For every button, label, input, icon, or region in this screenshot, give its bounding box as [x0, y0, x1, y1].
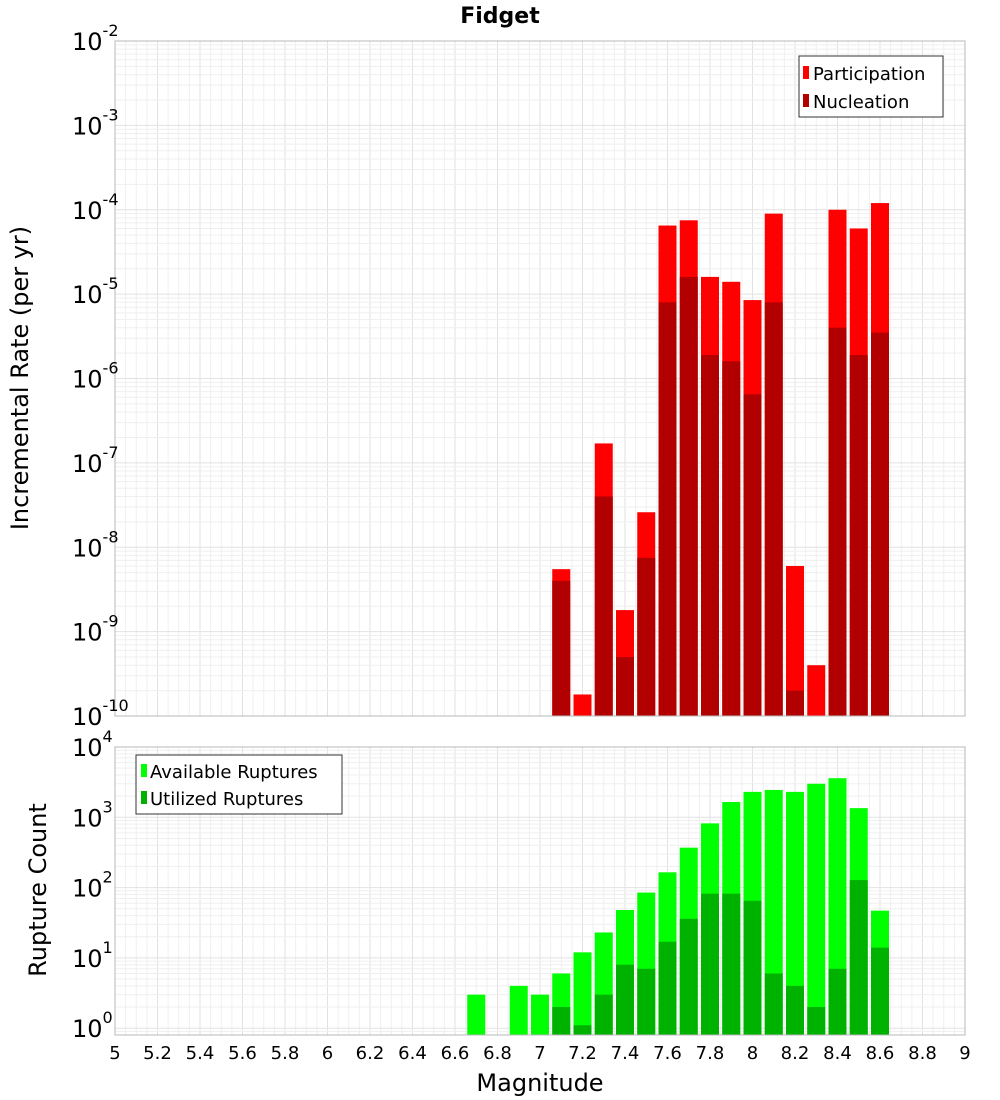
- bottom-bar-utilized-ruptures-7.3: [594, 994, 613, 1035]
- x-tick-label: 6.2: [356, 1043, 385, 1064]
- x-tick-label: 8.4: [823, 1043, 852, 1064]
- bottom-bar-utilized-ruptures-7.7: [679, 918, 698, 1035]
- bottom-bar-utilized-ruptures-8.3: [807, 1007, 826, 1035]
- top-y-tick-label: 10-3: [72, 105, 119, 140]
- top-y-tick-label: 10-9: [72, 612, 119, 647]
- bottom-bar-utilized-ruptures-7.5: [637, 968, 656, 1035]
- bottom-legend: Available Ruptures Utilized Ruptures: [135, 754, 343, 815]
- top-y-tick-label: 10-4: [72, 190, 119, 225]
- legend-swatch-nucleation: [803, 94, 809, 107]
- bottom-bar-utilized-ruptures-7.9: [722, 893, 741, 1035]
- bottom-bar-available-ruptures-6.9: [509, 985, 528, 1035]
- bottom-bar-utilized-ruptures-8.1: [764, 973, 783, 1035]
- top-bar-participation-8.3: [807, 665, 826, 716]
- x-tick-label: 8.6: [866, 1043, 895, 1064]
- bottom-y-axis-label: Rupture Count: [24, 803, 52, 977]
- top-bar-nucleation-8.1: [764, 302, 783, 716]
- bottom-y-tick-label: 101: [72, 938, 113, 973]
- top-bar-nucleation-8.5: [849, 354, 868, 716]
- top-bar-nucleation-7.1: [552, 580, 571, 716]
- top-bar-nucleation-7.8: [701, 354, 719, 716]
- top-y-tick-label: 10-5: [72, 274, 119, 309]
- x-tick-label: 8: [747, 1043, 758, 1064]
- x-tick-label: 5.6: [228, 1043, 257, 1064]
- x-tick-label: 6.8: [483, 1043, 512, 1064]
- top-bar-nucleation-7.6: [658, 302, 677, 716]
- bottom-bar-utilized-ruptures-8: [743, 900, 762, 1035]
- legend-swatch-participation: [803, 66, 809, 79]
- x-tick-label: 6: [322, 1043, 333, 1064]
- top-y-tick-label: 10-6: [72, 359, 119, 394]
- x-tick-label: 7.2: [568, 1043, 597, 1064]
- bottom-bar-available-ruptures-7: [531, 994, 549, 1035]
- bottom-y-tick-label: 100: [72, 1008, 113, 1043]
- top-legend: Participation Nucleation: [798, 55, 944, 118]
- top-bar-nucleation-8.2: [786, 690, 804, 716]
- top-bar-nucleation-8: [743, 394, 762, 716]
- bottom-bar-utilized-ruptures-7.1: [552, 1007, 571, 1035]
- top-bar-participation-8.2: [786, 565, 804, 716]
- legend-label-participation: Participation: [813, 64, 925, 85]
- top-bars: [552, 203, 889, 717]
- bottom-bar-utilized-ruptures-8.5: [849, 880, 868, 1035]
- top-y-ticks: 10-10 10-9 10-8 10-7 10-6 10-5 10-4 10-3 10-2: [72, 21, 129, 731]
- bottom-bar-available-ruptures-8.2: [786, 791, 804, 1035]
- x-tick-label: 5: [109, 1043, 120, 1064]
- top-plot-frame: [114, 40, 966, 717]
- bottom-y-tick-label: 102: [72, 868, 113, 903]
- top-y-tick-label: 10-10: [72, 696, 129, 731]
- legend-label-nucleation: Nucleation: [813, 92, 909, 113]
- bottom-bar-utilized-ruptures-8.2: [786, 985, 804, 1035]
- top-bar-nucleation-7.7: [679, 276, 698, 716]
- top-bar-nucleation-8.4: [828, 327, 847, 716]
- bottom-bars: [467, 778, 889, 1035]
- top-bar-participation-7.2: [573, 694, 592, 716]
- top-y-tick-label: 10-8: [72, 527, 119, 562]
- bottom-plot-frame: [114, 746, 966, 1036]
- x-tick-label: 9: [959, 1043, 970, 1064]
- bottom-bar-utilized-ruptures-8.6: [871, 947, 889, 1035]
- x-tick-label: 7.4: [611, 1043, 640, 1064]
- top-bar-nucleation-7.3: [594, 496, 613, 716]
- x-tick-label: 8.2: [781, 1043, 810, 1064]
- x-tick-label: 6.6: [441, 1043, 470, 1064]
- bottom-bar-available-ruptures-6.7: [467, 994, 486, 1035]
- chart-title: Fidget: [460, 4, 540, 29]
- x-tick-label: 8.8: [908, 1043, 937, 1064]
- bottom-bar-utilized-ruptures-7.6: [658, 941, 677, 1035]
- bottom-bar-available-ruptures-8.3: [807, 783, 826, 1035]
- x-tick-label: 5.2: [143, 1043, 172, 1064]
- top-grid: [114, 40, 966, 717]
- top-bar-nucleation-7.9: [722, 361, 741, 716]
- x-axis-label: Magnitude: [476, 1069, 603, 1097]
- bottom-y-ticks: 100 101 102 103 104: [72, 727, 113, 1043]
- bottom-bar-utilized-ruptures-7.2: [573, 1025, 592, 1035]
- x-tick-label: 5.8: [271, 1043, 300, 1064]
- top-y-axis-label: Incremental Rate (per yr): [6, 226, 34, 530]
- top-bar-nucleation-7.5: [637, 557, 656, 716]
- x-tick-label: 6.4: [398, 1043, 427, 1064]
- legend-label-utilized: Utilized Ruptures: [150, 789, 303, 810]
- bottom-y-tick-label: 104: [72, 727, 113, 762]
- x-tick-label: 7: [534, 1043, 545, 1064]
- legend-label-available: Available Ruptures: [150, 762, 318, 783]
- bottom-bar-utilized-ruptures-7.4: [616, 964, 634, 1035]
- legend-swatch-available: [141, 764, 147, 777]
- top-bar-nucleation-8.6: [871, 332, 889, 716]
- x-tick-label: 7.6: [653, 1043, 682, 1064]
- bottom-y-tick-label: 103: [72, 797, 113, 832]
- bottom-bar-utilized-ruptures-7.8: [701, 893, 719, 1035]
- top-y-tick-label: 10-2: [72, 21, 119, 56]
- top-chart: 10-10 10-9 10-8 10-7 10-6 10-5 10-4 10-3 10-2: [72, 21, 966, 731]
- bottom-bar-available-ruptures-7.2: [573, 952, 592, 1035]
- x-ticks: 5 5.2 5.4 5.6 5.8 6 6.2 6.4 6.6 6.8 7 7.2 7.4 7.6 7.8 8…: [109, 1043, 970, 1064]
- legend-swatch-utilized: [141, 791, 147, 804]
- bottom-bar-utilized-ruptures-8.4: [828, 968, 847, 1035]
- x-tick-label: 7.8: [696, 1043, 725, 1064]
- x-tick-label: 5.4: [186, 1043, 215, 1064]
- top-bar-nucleation-7.4: [616, 657, 634, 716]
- top-y-tick-label: 10-7: [72, 443, 119, 478]
